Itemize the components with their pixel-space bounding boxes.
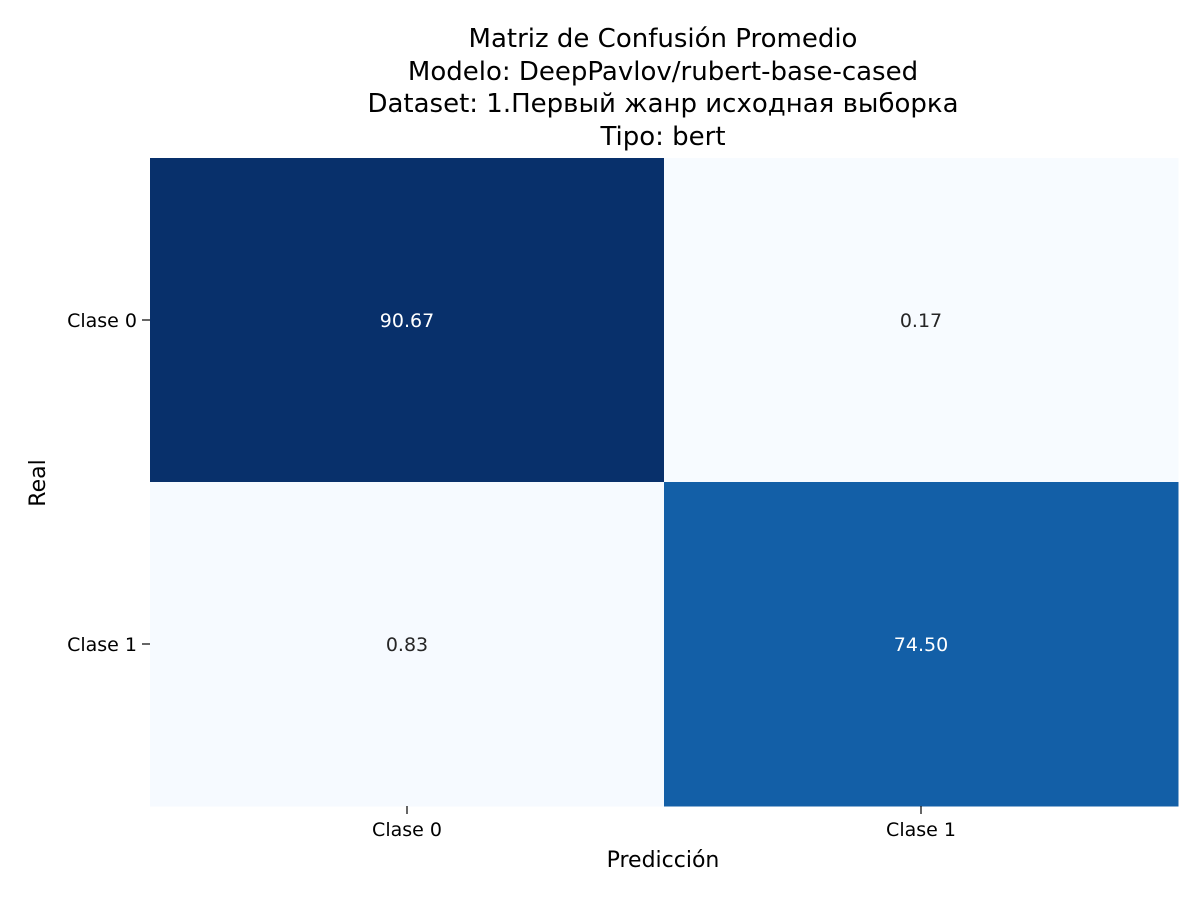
heatmap-cell-r1-c1	[664, 482, 1179, 807]
y-axis-label: Real	[26, 459, 51, 506]
x-axis-label: Predicción	[607, 848, 720, 873]
heatmap-cell-labels: 90.67 0.17 0.83 74.50	[380, 310, 948, 656]
title-line-4: Tipo: bert	[599, 122, 725, 152]
title-line-1: Matriz de Confusión Promedio	[469, 24, 858, 54]
chart-title: Matriz de Confusión Promedio Modelo: Dee…	[367, 24, 958, 152]
title-line-3: Dataset: 1.Первый жанр исходная выборка	[367, 89, 958, 119]
heatmap-cells	[150, 158, 1179, 807]
cell-value-label-r0-c1: 0.17	[900, 310, 942, 332]
cell-value-label-r1-c1: 74.50	[894, 634, 948, 656]
y-tick-label-0: Clase 0	[67, 310, 137, 332]
x-tick-label-0: Clase 0	[372, 819, 442, 841]
title-line-2: Modelo: DeepPavlov/rubert-base-cased	[408, 57, 918, 87]
heatmap-cell-r1-c0	[150, 482, 665, 807]
heatmap-cell-r0-c1	[664, 158, 1179, 483]
x-tick-label-1: Clase 1	[886, 819, 956, 841]
y-tick-label-1: Clase 1	[67, 634, 137, 656]
x-axis-ticks: Clase 0 Clase 1	[372, 806, 956, 841]
y-axis-ticks: Clase 0 Clase 1	[67, 310, 150, 656]
heatmap-cell-r0-c0	[150, 158, 665, 483]
cell-value-label-r0-c0: 90.67	[380, 310, 434, 332]
cell-value-label-r1-c0: 0.83	[386, 634, 428, 656]
